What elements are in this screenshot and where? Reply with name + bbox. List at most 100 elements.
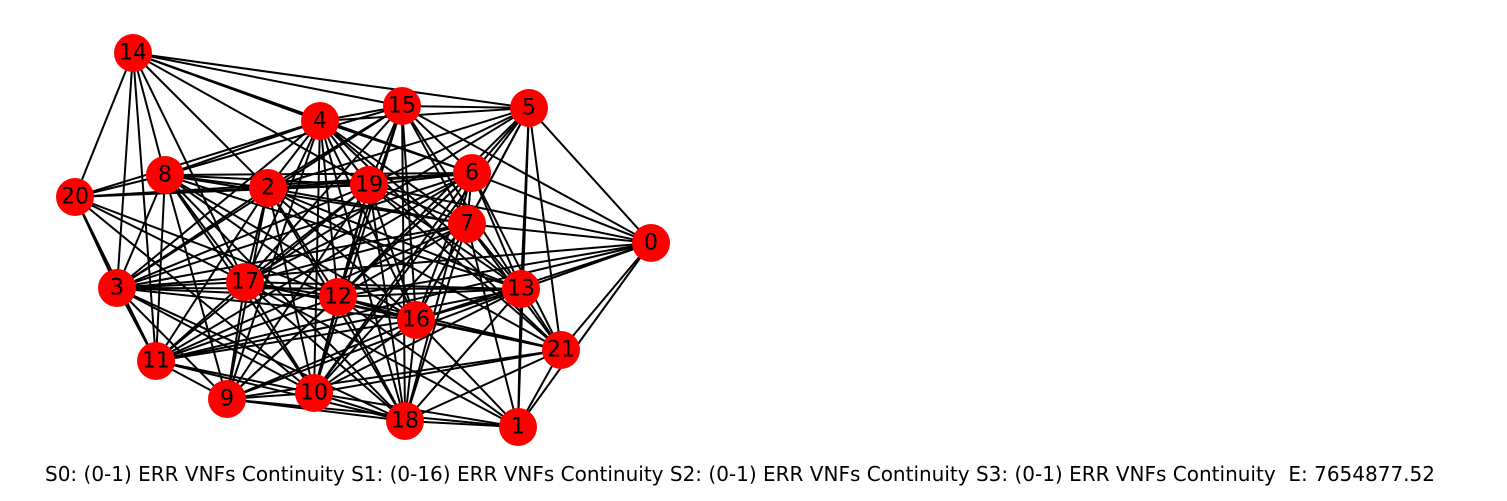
node-circle — [146, 156, 184, 194]
edge-16-10 — [313, 319, 417, 394]
node-20: 20 — [56, 178, 94, 216]
edge-0-3 — [116, 242, 652, 289]
node-circle — [226, 263, 264, 301]
node-21: 21 — [542, 331, 580, 369]
edge-20-12 — [74, 196, 339, 298]
node-13: 13 — [502, 270, 540, 308]
edge-3-18 — [116, 287, 406, 422]
node-label: 8 — [158, 163, 172, 188]
edge-0-11 — [155, 242, 652, 362]
node-6: 6 — [453, 154, 491, 192]
edge-2-3 — [116, 187, 269, 289]
node-4: 4 — [301, 102, 339, 140]
edge-5-4 — [319, 107, 530, 122]
node-label: 19 — [355, 173, 383, 198]
node-label: 3 — [110, 276, 124, 301]
node-label: 4 — [313, 109, 327, 134]
edge-5-21 — [528, 107, 562, 351]
edge-3-17 — [116, 281, 246, 289]
node-5: 5 — [510, 89, 548, 127]
node-2: 2 — [249, 169, 287, 207]
node-label: 12 — [324, 285, 352, 310]
edge-19-16 — [368, 184, 417, 321]
edge-17-10 — [244, 281, 315, 394]
edge-17-1 — [244, 281, 519, 428]
edge-3-9 — [116, 287, 228, 400]
node-label: 0 — [644, 231, 658, 256]
edge-21-10 — [313, 349, 562, 394]
node-12: 12 — [319, 278, 357, 316]
edge-15-5 — [401, 105, 530, 109]
edge-17-11 — [155, 281, 246, 362]
edge-13-11 — [155, 288, 522, 362]
edge-6-16 — [415, 172, 473, 321]
node-circle — [632, 224, 670, 262]
node-14: 14 — [114, 34, 152, 72]
node-circle — [510, 89, 548, 127]
node-label: 9 — [220, 387, 234, 412]
edge-12-1 — [337, 296, 519, 428]
edge-12-11 — [155, 296, 339, 362]
edge-7-17 — [244, 223, 468, 283]
edge-0-21 — [560, 242, 652, 351]
edge-16-1 — [415, 319, 519, 428]
node-circle — [114, 34, 152, 72]
edge-6-21 — [471, 172, 562, 351]
edge-19-0 — [368, 184, 652, 244]
edge-5-19 — [368, 107, 530, 186]
edge-4-7 — [319, 120, 468, 225]
edge-3-16 — [116, 287, 417, 321]
edge-5-0 — [528, 107, 652, 244]
edge-8-18 — [164, 174, 406, 422]
node-circle — [448, 205, 486, 243]
node-circle — [56, 178, 94, 216]
edge-11-18 — [155, 360, 406, 422]
edge-0-1 — [517, 242, 652, 428]
edge-6-17 — [244, 172, 473, 283]
edge-13-17 — [244, 281, 522, 290]
edge-14-15 — [132, 52, 403, 107]
edge-5-17 — [244, 107, 530, 283]
node-17: 17 — [226, 263, 264, 301]
node-circle — [208, 380, 246, 418]
edge-4-20 — [74, 120, 321, 198]
edge-9-1 — [226, 398, 519, 428]
node-1: 1 — [499, 408, 537, 446]
node-19: 19 — [350, 166, 388, 204]
edge-4-6 — [319, 120, 473, 174]
node-label: 5 — [522, 96, 536, 121]
node-label: 16 — [402, 308, 430, 333]
node-label: 14 — [119, 41, 147, 66]
node-circle — [350, 166, 388, 204]
node-circle — [319, 278, 357, 316]
edge-4-12 — [319, 120, 339, 298]
node-circle — [295, 374, 333, 412]
edge-14-3 — [116, 52, 134, 289]
node-18: 18 — [386, 402, 424, 440]
edge-6-0 — [471, 172, 652, 244]
edge-7-3 — [116, 223, 468, 289]
edge-6-13 — [471, 172, 522, 290]
node-7: 7 — [448, 205, 486, 243]
node-15: 15 — [383, 87, 421, 125]
edge-13-12 — [337, 288, 522, 298]
edge-7-0 — [466, 223, 652, 244]
node-circle — [383, 87, 421, 125]
edge-14-2 — [132, 52, 269, 189]
edge-13-9 — [226, 288, 522, 400]
edge-13-18 — [404, 288, 522, 422]
status-caption: S0: (0-1) ERR VNFs Continuity S1: (0-16)… — [45, 462, 1435, 486]
node-circle — [453, 154, 491, 192]
node-circle — [397, 301, 435, 339]
edge-13-3 — [116, 287, 522, 290]
node-label: 13 — [507, 277, 535, 302]
node-9: 9 — [208, 380, 246, 418]
edge-21-9 — [226, 349, 562, 400]
node-label: 18 — [391, 409, 419, 434]
edge-8-9 — [164, 174, 228, 400]
node-16: 16 — [397, 301, 435, 339]
edge-5-12 — [337, 107, 530, 298]
edge-4-10 — [313, 120, 321, 394]
node-label: 2 — [261, 176, 275, 201]
